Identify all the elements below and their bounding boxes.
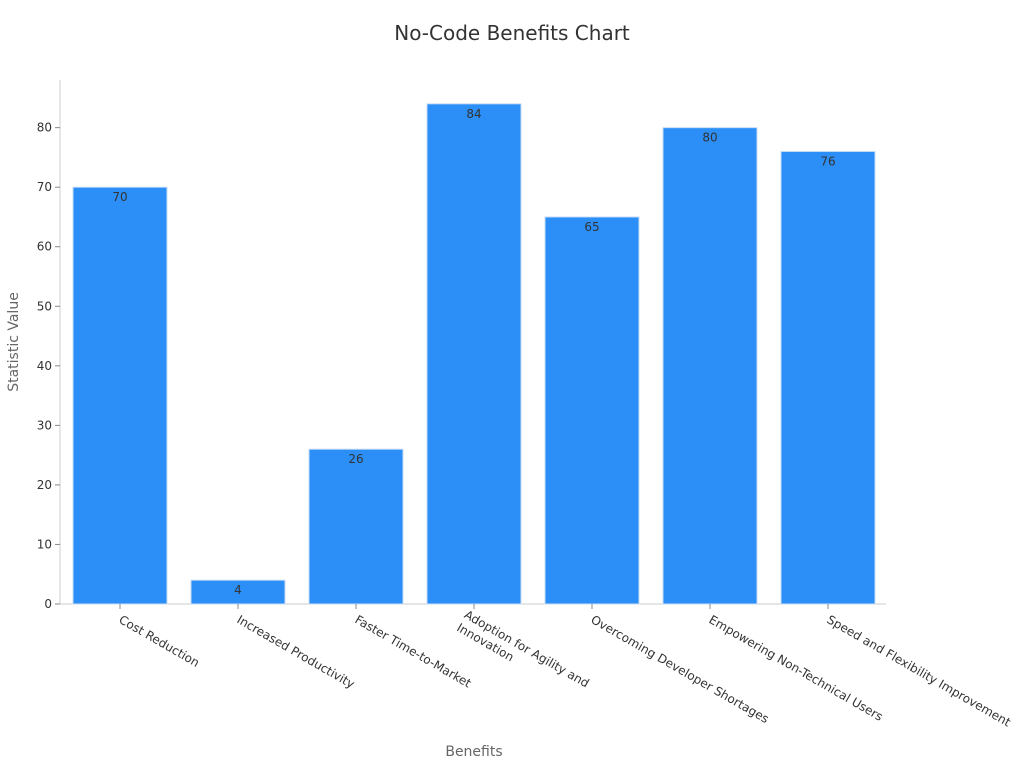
bar (662, 127, 758, 605)
data-label: 4 (234, 583, 242, 597)
plot-area: 0 10 20 30 40 50 60 70 80 70 Cost Reduction 4 Increa… (37, 80, 1014, 730)
chart-title: No-Code Benefits Chart (394, 21, 630, 45)
y-tick-label: 0 (44, 597, 52, 611)
bar (426, 103, 522, 605)
data-label: 70 (112, 190, 127, 204)
x-category-label: Adoption for Agility andInnovation (454, 607, 591, 703)
x-category-label: Faster Time-to-Market (353, 612, 474, 690)
data-label: 65 (584, 220, 599, 234)
bar (308, 448, 404, 605)
bar (544, 216, 640, 605)
data-label: 80 (702, 131, 717, 145)
x-category-label-line: Cost Reduction (117, 612, 202, 669)
y-tick-label: 30 (37, 418, 52, 432)
y-tick-label: 80 (37, 121, 52, 135)
x-category-label-line: Faster Time-to-Market (353, 612, 474, 690)
x-category-label-line: Increased Productivity (235, 612, 357, 691)
x-category-label: Cost Reduction (117, 612, 202, 669)
x-category-label-line: Speed and Flexibility Improvement (825, 612, 1014, 729)
data-label: 26 (348, 452, 363, 466)
y-tick-label: 40 (37, 359, 52, 373)
data-label: 84 (466, 107, 481, 121)
x-category-label-line: Adoption for Agility and (462, 607, 592, 690)
y-tick-label: 50 (37, 299, 52, 313)
y-tick-label: 60 (37, 240, 52, 254)
y-tick-label: 70 (37, 180, 52, 194)
y-axis-title: Statistic Value (6, 292, 22, 392)
x-axis-title: Benefits (445, 744, 502, 760)
bar (72, 186, 168, 605)
data-label: 76 (820, 154, 835, 168)
bar (780, 150, 876, 605)
y-tick-label: 20 (37, 478, 52, 492)
x-category-label: Increased Productivity (235, 612, 357, 691)
x-category-label: Speed and Flexibility Improvement (825, 612, 1014, 729)
y-tick-label: 10 (37, 537, 52, 551)
